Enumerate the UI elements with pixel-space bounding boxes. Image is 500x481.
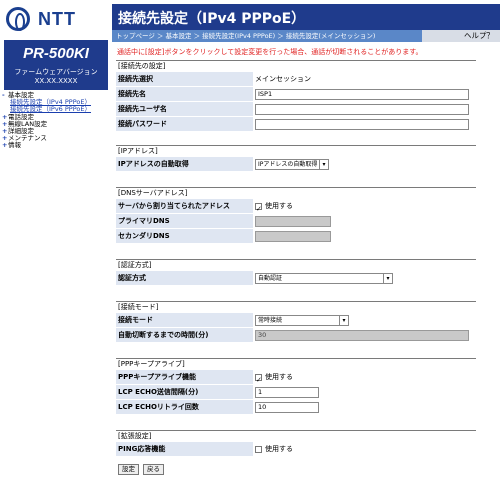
row-dns-secondary: セカンダリDNS [116, 228, 476, 243]
username-label: 接続先ユーザ名 [116, 102, 253, 116]
chevron-down-icon: ▾ [339, 315, 348, 325]
primary-dns-input[interactable] [255, 215, 331, 227]
sidebar-item-phone[interactable]: +電話設定 [2, 112, 34, 121]
secondary-dns-input[interactable] [255, 230, 331, 242]
echo-retry-input[interactable]: 10 [255, 401, 319, 413]
model-name: PR-500KI [23, 45, 89, 62]
auth-method-select[interactable]: 自動認証 ▾ [255, 272, 393, 284]
section-title: [IPアドレス] [116, 145, 476, 156]
sidebar-item-wlan[interactable]: +無線LAN設定 [2, 119, 48, 128]
firmware-label: ファームウェアバージョン [14, 68, 98, 76]
sidebar-item-ipv4-pppoe[interactable]: 接続先設定（IPv4 PPPoE） [10, 98, 91, 107]
password-label: 接続パスワード [116, 117, 253, 131]
row-timeout: 自動切断するまでの時間(分) 30 [116, 327, 476, 342]
connection-name-label: 接続先名 [116, 87, 253, 101]
sidebar-item-info[interactable]: +情報 [2, 141, 21, 150]
ping-checkbox[interactable] [255, 445, 262, 453]
username-input[interactable] [255, 103, 469, 115]
warning-text: 通話中に[設定]ボタンをクリックして設定変更を行った場合、通話が切断されることが… [117, 48, 423, 56]
sidebar-nav: - 基本設定 接続先設定（IPv4 PPPoE） 接続先設定（IPv6 PPPoE… [2, 91, 108, 150]
echo-retry-label: LCP ECHOリトライ回数 [116, 400, 253, 414]
sidebar-item-advanced[interactable]: +詳細設定 [2, 127, 34, 136]
left-panel: NTT PR-500KI ファームウェアバージョン XX.XX.XXXX - 基本… [0, 0, 110, 481]
ppp-func-check-label: 使用する [265, 373, 293, 381]
section-title: [PPPキープアライブ] [116, 358, 476, 369]
set-button[interactable]: 設定 [118, 464, 139, 475]
row-auth: 認証方式 自動認証 ▾ [116, 270, 476, 285]
dns-assigned-checkbox[interactable] [255, 202, 262, 216]
auth-method-label: 認証方式 [116, 271, 253, 285]
section-title: [拡張設定] [116, 430, 476, 441]
plus-icon: + [2, 141, 8, 150]
row-mode: 接続モード 常時接続 ▾ [116, 312, 476, 327]
timeout-label: 自動切断するまでの時間(分) [116, 328, 253, 342]
row-name: 接続先名 ISP1 [116, 86, 476, 101]
help-link[interactable]: ヘルプ？ [422, 30, 500, 42]
ping-label: PING応答機能 [116, 442, 253, 456]
echo-interval-input[interactable]: 1 [255, 386, 319, 398]
section-ip: [IPアドレス] IPアドレスの自動取得 IPアドレスの自動取得 ▾ [116, 145, 476, 171]
breadcrumb[interactable]: トップページ ＞ 基本設定 ＞ 接続先設定(IPv4 PPPoE) ＞ 接続先設… [112, 30, 422, 42]
row-retry: LCP ECHOリトライ回数 10 [116, 399, 476, 414]
connection-name-input[interactable]: ISP1 [255, 88, 469, 100]
section-auth: [認証方式] 認証方式 自動認証 ▾ [116, 259, 476, 285]
dns-assigned-label: サーバから割り当てられたアドレス [116, 199, 253, 213]
timeout-input[interactable]: 30 [255, 329, 469, 341]
logo-text: NTT [38, 8, 76, 29]
echo-interval-label: LCP ECHO送信間隔(分) [116, 385, 253, 399]
ip-auto-select[interactable]: IPアドレスの自動取得 ▾ [255, 158, 329, 170]
ping-check-label: 使用する [265, 445, 293, 453]
ntt-logo: NTT [6, 6, 76, 32]
conn-mode-select[interactable]: 常時接続 ▾ [255, 314, 349, 326]
row-echo: LCP ECHO送信間隔(分) 1 [116, 384, 476, 399]
page-header: 接続先設定（IPv4 PPPoE） [112, 4, 500, 30]
section-connection: [接続先の設定] 接続先選択 メインセッション 接続先名 ISP1 接続先ユーザ… [116, 60, 476, 131]
model-panel: PR-500KI ファームウェアバージョン XX.XX.XXXX [4, 40, 108, 90]
secondary-dns-label: セカンダリDNS [116, 229, 253, 243]
row-ppp-func: PPPキープアライブ機能 使用する [116, 369, 476, 387]
row-select: 接続先選択 メインセッション [116, 71, 476, 86]
section-ppp: [PPPキープアライブ] PPPキープアライブ機能 使用する LCP ECHO送… [116, 358, 476, 414]
primary-dns-label: プライマリDNS [116, 214, 253, 228]
dns-assigned-check-label: 使用する [265, 202, 293, 210]
minus-icon: - [2, 91, 5, 99]
connection-select-value: メインセッション [253, 72, 476, 86]
chevron-down-icon: ▾ [319, 159, 328, 169]
row-ping: PING応答機能 使用する [116, 441, 476, 456]
ip-auto-label: IPアドレスの自動取得 [116, 157, 253, 171]
page-title: 接続先設定（IPv4 PPPoE） [118, 11, 306, 27]
sidebar-item-basic[interactable]: - 基本設定 [2, 91, 34, 99]
plus-icon: + [2, 119, 8, 128]
plus-icon: + [2, 134, 8, 143]
section-title: [接続モード] [116, 301, 476, 312]
row-ip-auto: IPアドレスの自動取得 IPアドレスの自動取得 ▾ [116, 156, 476, 171]
row-dns-assigned: サーバから割り当てられたアドレス 使用する [116, 198, 476, 216]
row-pass: 接続パスワード [116, 116, 476, 131]
section-title: [認証方式] [116, 259, 476, 270]
firmware-version: XX.XX.XXXX [34, 77, 78, 85]
section-ext: [拡張設定] PING応答機能 使用する [116, 430, 476, 456]
section-dns: [DNSサーバアドレス] サーバから割り当てられたアドレス 使用する プライマリ… [116, 187, 476, 243]
sidebar-item-ipv6-pppoe[interactable]: 接続先設定（IPv6 PPPoE） [10, 105, 91, 114]
plus-icon: + [2, 112, 8, 121]
ppp-func-label: PPPキープアライブ機能 [116, 370, 253, 384]
button-bar: 設定 戻る [118, 464, 164, 475]
password-input[interactable] [255, 118, 469, 130]
back-button[interactable]: 戻る [143, 464, 164, 475]
conn-mode-label: 接続モード [116, 313, 253, 327]
ntt-logo-icon [6, 7, 30, 31]
chevron-down-icon: ▾ [383, 273, 392, 283]
ppp-func-checkbox[interactable] [255, 373, 262, 387]
section-title: [接続先の設定] [116, 60, 476, 71]
sidebar-item-maintenance[interactable]: +メンテナンス [2, 134, 47, 143]
plus-icon: + [2, 127, 8, 136]
row-user: 接続先ユーザ名 [116, 101, 476, 116]
connection-select-label: 接続先選択 [116, 72, 253, 86]
section-title: [DNSサーバアドレス] [116, 187, 476, 198]
row-dns-primary: プライマリDNS [116, 213, 476, 228]
section-mode: [接続モード] 接続モード 常時接続 ▾ 自動切断するまでの時間(分) 30 [116, 301, 476, 342]
